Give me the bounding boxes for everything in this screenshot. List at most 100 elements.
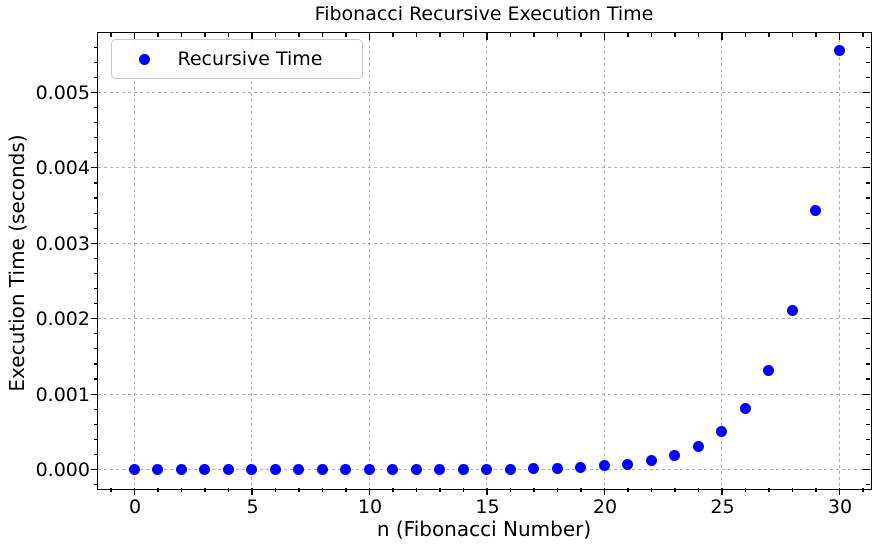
x-tick-mark	[580, 32, 582, 37]
data-point	[504, 463, 516, 475]
y-tick-label: 0.003	[35, 232, 90, 255]
data-point	[716, 426, 728, 438]
y-tick-mark	[93, 272, 98, 275]
y-tick-label: 0.004	[35, 157, 90, 180]
x-gridline	[251, 32, 253, 488]
x-tick-mark	[721, 487, 723, 495]
x-tick-mark	[486, 487, 488, 495]
y-tick-mark	[93, 106, 98, 109]
x-tick-mark	[298, 32, 300, 37]
y-tick-mark	[865, 227, 870, 229]
data-point	[410, 463, 422, 475]
y-tick-mark	[862, 91, 870, 94]
data-point	[363, 464, 375, 476]
x-tick-mark	[768, 487, 770, 492]
y-tick-label: 0.001	[35, 383, 90, 406]
legend-label: Recursive Time	[177, 47, 323, 70]
x-tick-mark	[650, 32, 653, 37]
data-point	[622, 458, 634, 470]
x-tick-mark	[533, 487, 535, 492]
x-tick-mark	[227, 32, 230, 37]
y-tick-mark	[865, 197, 870, 199]
x-tick-mark	[650, 487, 653, 492]
x-tick-label: 25	[710, 496, 735, 518]
y-tick-mark	[865, 333, 870, 335]
x-tick-label: 5	[246, 496, 259, 518]
x-tick-mark	[603, 32, 606, 40]
y-tick-mark	[865, 287, 870, 290]
y-tick-mark	[93, 408, 98, 410]
x-tick-mark	[251, 32, 253, 40]
x-tick-label: 20	[592, 496, 618, 518]
x-axis-label: n (Fibonacci Number)	[376, 517, 592, 541]
data-point	[833, 44, 845, 56]
y-tick-mark	[865, 182, 870, 184]
data-point	[598, 460, 610, 472]
y-tick-mark	[865, 303, 870, 305]
y-tick-mark	[865, 453, 870, 456]
data-point	[669, 449, 681, 461]
y-tick-mark	[93, 363, 98, 365]
y-tick-mark	[93, 257, 98, 259]
y-tick-mark	[865, 272, 870, 275]
x-tick-mark	[274, 32, 277, 37]
y-tick-mark	[93, 227, 98, 229]
data-point	[481, 463, 493, 475]
x-tick-mark	[486, 32, 488, 40]
y-gridline	[97, 91, 870, 93]
x-tick-mark	[133, 32, 136, 40]
y-tick-mark	[865, 137, 870, 139]
x-tick-mark	[556, 32, 559, 37]
data-point	[269, 464, 281, 476]
y-tick-mark	[865, 122, 870, 124]
x-tick-mark	[392, 32, 394, 37]
y-tick-mark	[90, 91, 98, 94]
y-tick-mark	[90, 167, 98, 169]
data-point	[528, 463, 540, 475]
y-tick-mark	[93, 333, 98, 335]
x-tick-mark	[204, 487, 206, 492]
x-tick-mark	[815, 487, 817, 492]
x-tick-mark	[321, 32, 324, 37]
x-tick-mark	[674, 32, 676, 37]
x-tick-mark	[368, 32, 371, 40]
y-tick-mark	[865, 348, 870, 350]
y-tick-label: 0.002	[35, 308, 90, 331]
x-tick-mark	[697, 487, 700, 492]
y-gridline	[97, 318, 870, 320]
y-tick-mark	[865, 363, 870, 365]
y-tick-mark	[865, 438, 870, 440]
y-tick-label: 0.005	[35, 81, 90, 104]
plot-area: Recursive Time	[90, 31, 872, 495]
y-tick-mark	[862, 167, 870, 169]
x-tick-mark	[368, 487, 371, 495]
x-tick-mark	[556, 487, 559, 492]
data-point	[128, 464, 140, 476]
x-gridline	[721, 32, 723, 488]
x-tick-mark	[157, 32, 159, 37]
data-point	[763, 365, 775, 377]
x-tick-mark	[744, 32, 747, 37]
data-point	[293, 464, 305, 476]
x-tick-mark	[392, 487, 394, 492]
x-tick-mark	[298, 487, 300, 492]
x-tick-mark	[862, 487, 864, 492]
y-tick-mark	[93, 484, 98, 486]
data-point	[692, 440, 704, 452]
x-tick-mark	[180, 487, 183, 492]
x-tick-label: 15	[475, 496, 500, 518]
data-point	[551, 462, 563, 474]
y-tick-mark	[90, 468, 98, 471]
x-tick-mark	[415, 32, 418, 37]
x-tick-mark	[627, 32, 629, 37]
x-tick-mark	[462, 32, 465, 37]
data-point	[316, 464, 328, 476]
x-tick-mark	[439, 32, 441, 37]
y-tick-mark	[93, 348, 98, 350]
y-tick-mark	[862, 242, 870, 244]
chart-title: Fibonacci Recursive Execution Time	[314, 3, 654, 25]
y-tick-mark	[93, 137, 98, 139]
data-point	[340, 464, 352, 476]
x-tick-mark	[838, 32, 841, 40]
data-point	[387, 464, 399, 475]
